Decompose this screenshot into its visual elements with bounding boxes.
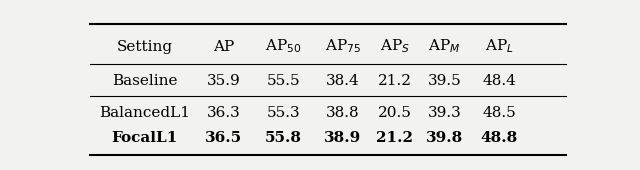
Text: 55.5: 55.5	[266, 74, 300, 88]
Text: 55.8: 55.8	[265, 131, 302, 145]
Text: AP$_{M}$: AP$_{M}$	[428, 38, 461, 55]
Text: AP$_{50}$: AP$_{50}$	[265, 38, 301, 55]
Text: 21.2: 21.2	[376, 131, 413, 145]
Text: 21.2: 21.2	[378, 74, 412, 88]
Text: AP$_{75}$: AP$_{75}$	[325, 38, 361, 55]
Text: Setting: Setting	[116, 40, 173, 54]
Text: 48.8: 48.8	[481, 131, 518, 145]
Text: 55.3: 55.3	[266, 106, 300, 120]
Text: 38.4: 38.4	[326, 74, 360, 88]
Text: 39.3: 39.3	[428, 106, 461, 120]
Text: AP$_{S}$: AP$_{S}$	[380, 38, 410, 55]
Text: AP: AP	[213, 40, 234, 54]
Text: Baseline: Baseline	[112, 74, 177, 88]
Text: 35.9: 35.9	[207, 74, 241, 88]
Text: AP$_{L}$: AP$_{L}$	[484, 38, 513, 55]
Text: 20.5: 20.5	[378, 106, 412, 120]
Text: 38.8: 38.8	[326, 106, 360, 120]
Text: BalancedL1: BalancedL1	[99, 106, 190, 120]
Text: 36.5: 36.5	[205, 131, 243, 145]
Text: 36.3: 36.3	[207, 106, 241, 120]
Text: 48.4: 48.4	[482, 74, 516, 88]
Text: FocalL1: FocalL1	[111, 131, 178, 145]
Text: 39.5: 39.5	[428, 74, 461, 88]
Text: 38.9: 38.9	[324, 131, 362, 145]
Text: 39.8: 39.8	[426, 131, 463, 145]
Text: 48.5: 48.5	[483, 106, 516, 120]
